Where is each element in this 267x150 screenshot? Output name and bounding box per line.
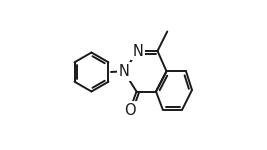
Text: N: N — [118, 64, 129, 79]
Text: O: O — [124, 103, 136, 118]
Text: N: N — [132, 44, 143, 59]
